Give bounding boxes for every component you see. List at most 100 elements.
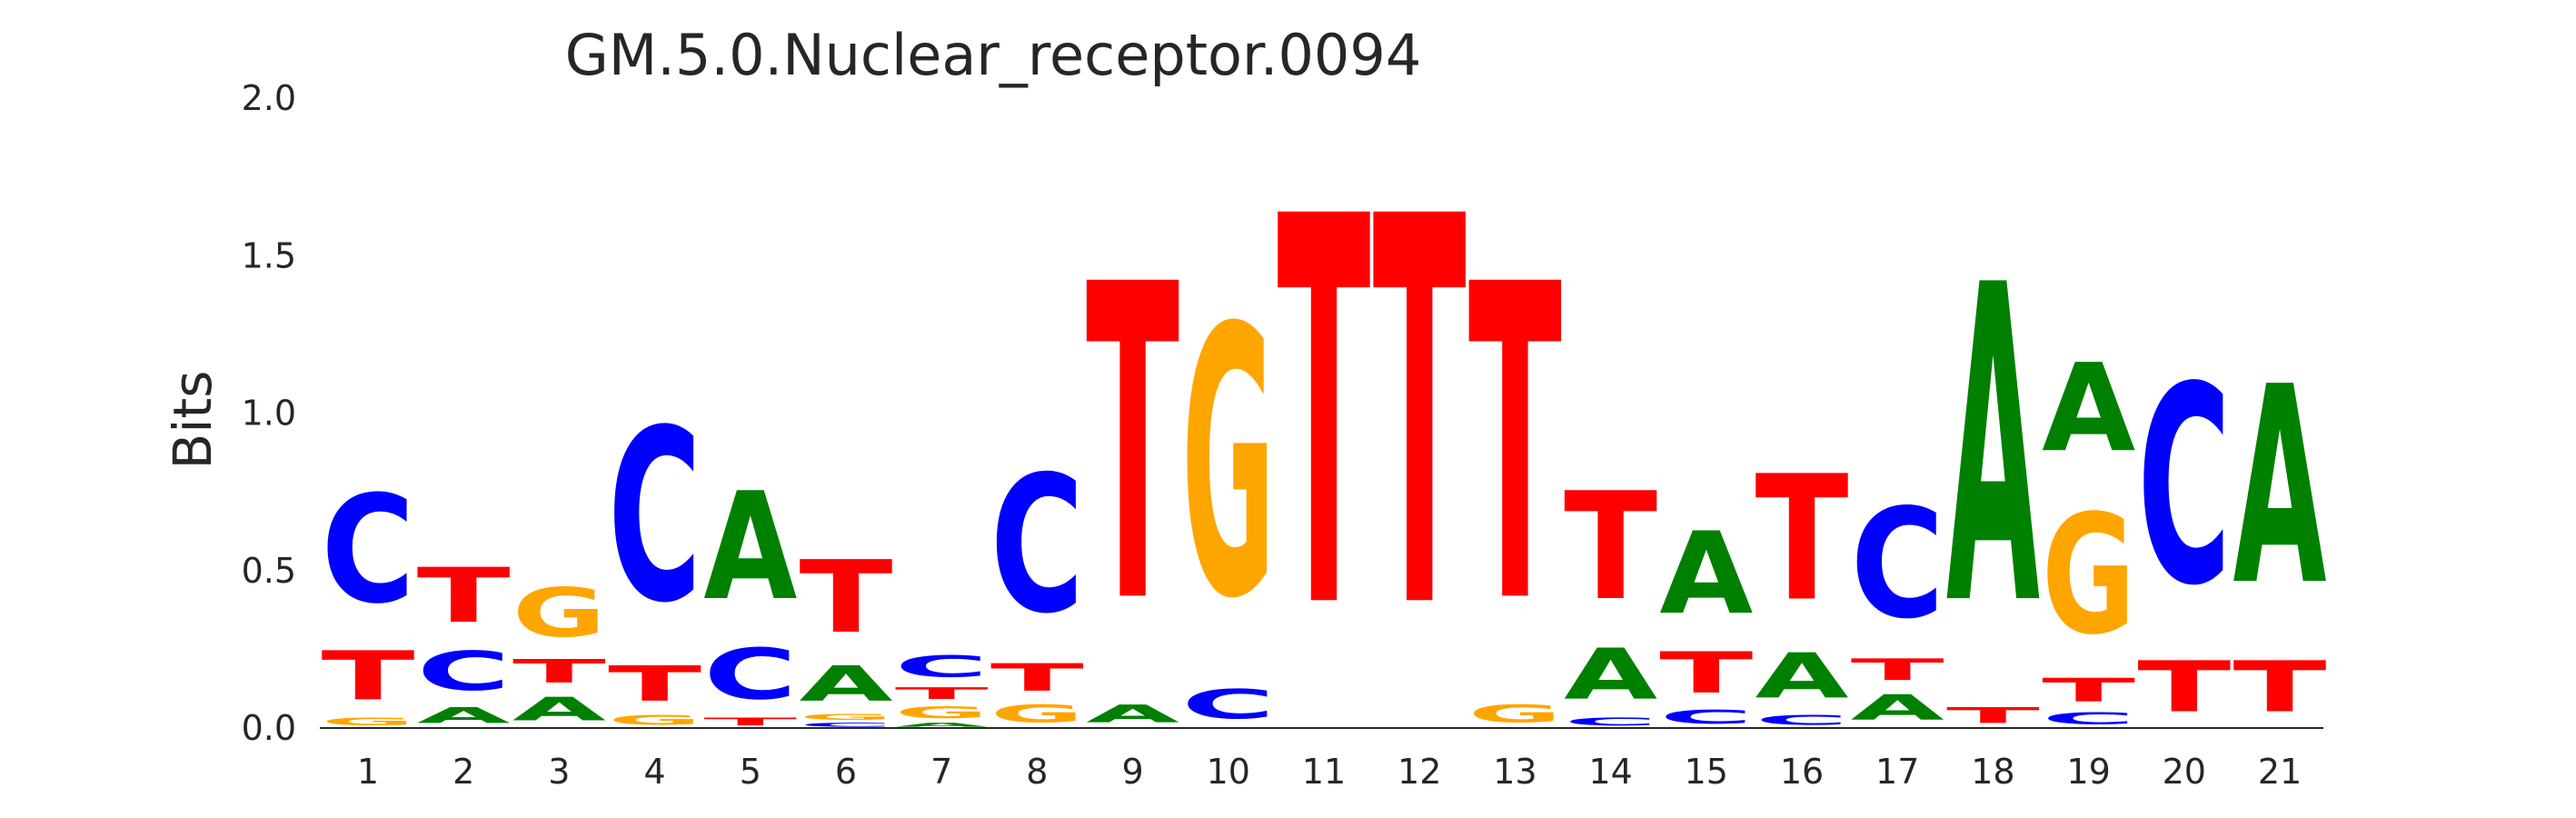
- position-stack: TCA: [703, 462, 797, 728]
- svg-text:A: A: [512, 691, 606, 728]
- svg-text:T: T: [1278, 106, 1372, 726]
- logo-letter-G: G: [2042, 480, 2135, 671]
- position-stack: ATC: [1851, 477, 1944, 728]
- svg-text:T: T: [1851, 653, 1944, 687]
- logo-letter-A: A: [512, 691, 606, 728]
- svg-text:T: T: [895, 684, 989, 703]
- logo-letter-C: C: [1181, 681, 1275, 728]
- logo-letter-C: C: [322, 464, 415, 636]
- svg-text:C: C: [1181, 681, 1275, 728]
- logo-letter-A: A: [1755, 640, 1849, 712]
- logo-letter-T: T: [1946, 703, 2040, 728]
- logo-letter-G: G: [321, 715, 414, 728]
- logo-letter-T: T: [1278, 106, 1372, 726]
- svg-text:C: C: [417, 641, 511, 703]
- svg-text:T: T: [417, 552, 511, 640]
- logo-letter-C: C: [2042, 709, 2135, 728]
- svg-text:A: A: [1659, 508, 1753, 640]
- position-stack: GTC: [608, 380, 701, 728]
- svg-text:T: T: [2233, 647, 2327, 728]
- svg-text:G: G: [321, 715, 414, 728]
- x-tick-label: 18: [1971, 752, 2014, 792]
- position-stack: GTC: [321, 464, 414, 728]
- svg-text:C: C: [608, 380, 701, 655]
- logo-letter-G: G: [800, 713, 893, 722]
- svg-text:T: T: [608, 655, 701, 712]
- logo-letter-T: T: [895, 684, 989, 703]
- x-tick-label: 19: [2066, 752, 2110, 792]
- logo-letter-A: A: [417, 703, 511, 728]
- svg-text:G: G: [512, 574, 606, 653]
- svg-text:T: T: [800, 540, 893, 655]
- x-tick-label: 21: [2258, 752, 2302, 792]
- svg-text:G: G: [608, 713, 701, 728]
- svg-text:A: A: [1946, 195, 2041, 703]
- logo-letter-T: T: [1564, 462, 1657, 634]
- x-tick-label: 9: [1122, 752, 1144, 792]
- x-tick-label: 15: [1685, 752, 1728, 792]
- svg-text:A: A: [2042, 338, 2135, 479]
- logo-letter-C: C: [417, 641, 511, 703]
- x-axis-ticks: 1 2 3 4 5 6 7 8 9 10 11 12 13 14 15 16 17 18 19 20 21: [357, 752, 2302, 792]
- logo-letter-C: C: [2137, 330, 2231, 646]
- svg-text:A: A: [800, 655, 893, 712]
- position-stack: CAT: [1564, 462, 1657, 728]
- logo-letter-C: C: [990, 435, 1084, 654]
- logo-letter-C: C: [895, 650, 989, 684]
- y-tick-label: 0.0: [242, 708, 296, 748]
- svg-text:T: T: [322, 638, 415, 716]
- logo-letter-C: C: [1755, 713, 1849, 728]
- position-stack: CG: [1181, 250, 1275, 728]
- position-stack: T: [1278, 106, 1372, 726]
- logo-letter-T: T: [1468, 195, 1563, 699]
- logo-letter-T: T: [2233, 647, 2327, 728]
- position-stack: ATG: [512, 574, 606, 728]
- logo-letter-T: T: [1086, 195, 1180, 699]
- svg-text:G: G: [895, 703, 989, 723]
- svg-text:C: C: [1851, 477, 1944, 653]
- svg-text:C: C: [1564, 715, 1657, 728]
- logo-letter-A: A: [800, 655, 893, 712]
- svg-text:A: A: [1564, 633, 1657, 715]
- y-tick-label: 2.0: [242, 78, 296, 118]
- logo-letter-T: T: [322, 638, 415, 716]
- x-tick-label: 16: [1780, 752, 1824, 792]
- position-stack: ACT: [417, 552, 511, 728]
- logo-letter-A: A: [1659, 508, 1753, 640]
- x-tick-label: 2: [453, 752, 474, 792]
- svg-text:T: T: [1468, 195, 1563, 699]
- svg-text:C: C: [2042, 709, 2135, 728]
- position-stack: T: [1373, 106, 1467, 726]
- svg-text:T: T: [2042, 672, 2135, 709]
- logo-letter-T: T: [990, 656, 1084, 700]
- y-tick-label: 1.0: [242, 394, 296, 434]
- logo-letter-T: T: [1373, 106, 1467, 726]
- logo-letter-G: G: [512, 574, 606, 653]
- logo-letter-A: A: [703, 462, 797, 633]
- x-tick-label: 3: [548, 752, 570, 792]
- logo-letter-A: A: [1564, 633, 1657, 715]
- position-stack: CTA: [1659, 508, 1753, 728]
- svg-text:C: C: [703, 633, 797, 715]
- svg-text:A: A: [895, 722, 989, 728]
- svg-text:A: A: [703, 462, 797, 633]
- svg-text:G: G: [800, 713, 893, 722]
- svg-text:A: A: [1755, 640, 1849, 712]
- position-stack: CAT: [1755, 440, 1849, 728]
- svg-text:C: C: [1659, 706, 1753, 728]
- svg-text:T: T: [1659, 641, 1753, 706]
- svg-text:G: G: [2042, 480, 2135, 671]
- svg-text:G: G: [1468, 700, 1562, 728]
- svg-text:T: T: [512, 653, 606, 690]
- logo-letter-G: G: [608, 713, 701, 728]
- position-stack: GT: [1468, 195, 1563, 729]
- logo-letter-C: C: [800, 722, 893, 728]
- svg-text:G: G: [990, 700, 1084, 728]
- x-tick-label: 20: [2163, 752, 2206, 792]
- logo-letter-T: T: [1755, 440, 1849, 640]
- x-tick-label: 14: [1588, 752, 1632, 792]
